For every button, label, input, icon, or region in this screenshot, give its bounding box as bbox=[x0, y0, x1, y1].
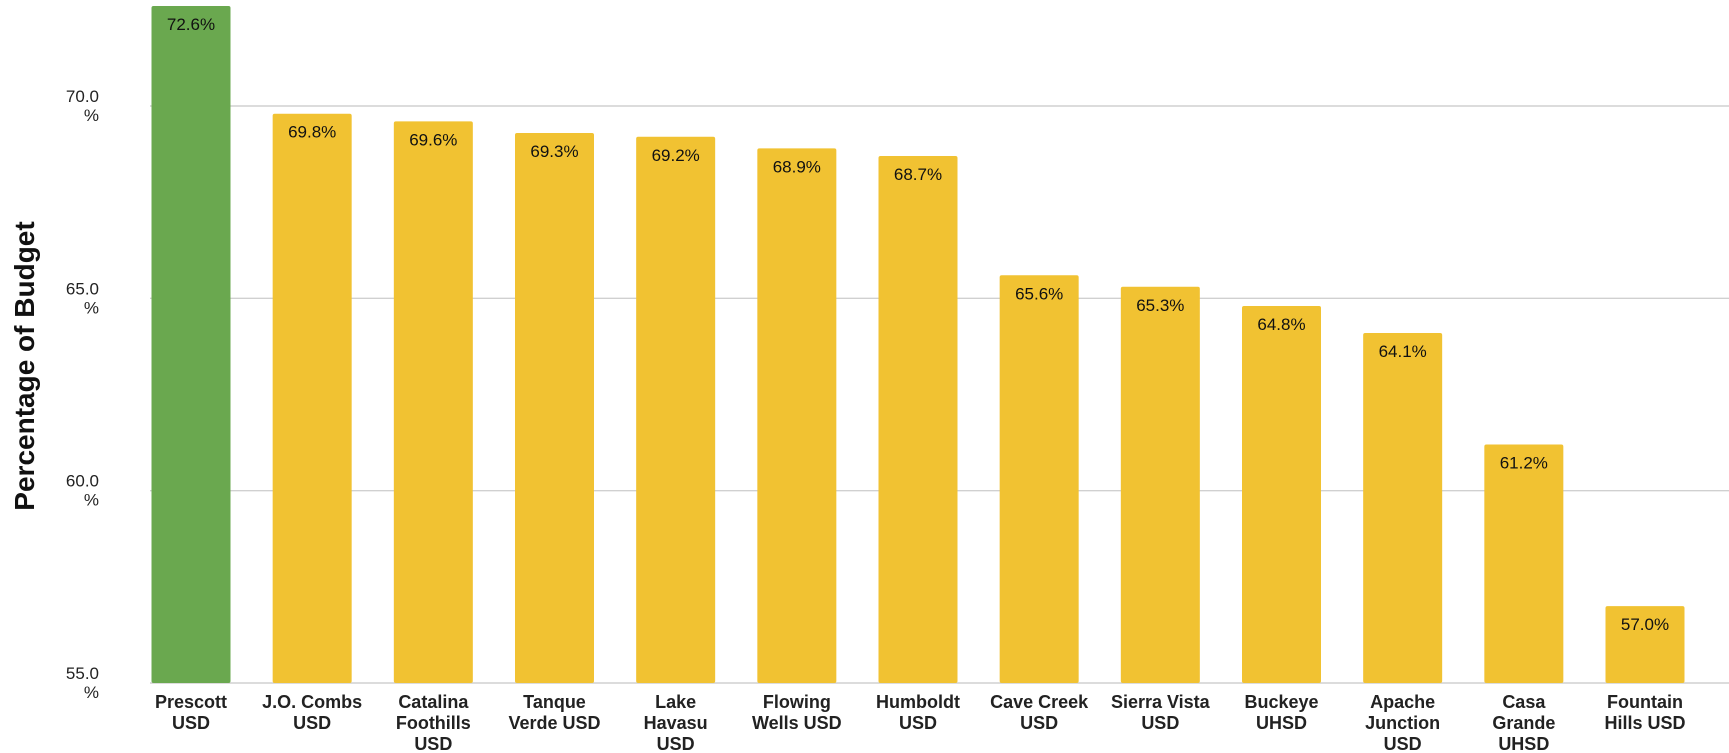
bar bbox=[393, 121, 473, 684]
data-label: 68.9% bbox=[773, 157, 821, 176]
category-label: Flowing Wells USD bbox=[752, 692, 842, 733]
data-label: 68.7% bbox=[894, 165, 942, 184]
category-label: J.O. Combs USD bbox=[262, 692, 362, 733]
bar bbox=[1605, 606, 1685, 683]
y-tick-label: 70.0% bbox=[66, 87, 99, 125]
category-label: Sierra Vista USD bbox=[1111, 692, 1211, 733]
data-labels: 72.6% 69.8% 69.6% 69.3% 69.2% 68.9% 68.7% 65.6%… bbox=[167, 15, 1669, 634]
data-label: 65.6% bbox=[1015, 284, 1063, 303]
bar bbox=[272, 113, 352, 684]
data-label: 69.3% bbox=[530, 142, 578, 161]
data-label: 69.2% bbox=[652, 146, 700, 165]
category-label: Fountain Hills USD bbox=[1604, 692, 1685, 733]
bar bbox=[636, 136, 716, 684]
bar bbox=[999, 275, 1079, 683]
category-label: Apache Junction USD bbox=[1365, 692, 1440, 753]
y-tick-label: 60.0% bbox=[66, 472, 99, 510]
y-tick-label: 65.0% bbox=[66, 279, 99, 317]
category-label: Tanque Verde USD bbox=[508, 692, 600, 733]
data-label: 61.2% bbox=[1500, 454, 1548, 473]
category-label: Lake Havasu USD bbox=[644, 692, 708, 753]
bar bbox=[515, 132, 594, 683]
bar bbox=[151, 6, 231, 683]
category-label: Casa Grande UHSD bbox=[1492, 692, 1555, 753]
data-label: 69.8% bbox=[288, 123, 336, 142]
category-label: Humboldt USD bbox=[876, 692, 960, 733]
bar bbox=[1484, 444, 1564, 683]
category-label: Cave Creek USD bbox=[990, 692, 1089, 733]
data-label: 57.0% bbox=[1621, 615, 1669, 634]
data-label: 64.8% bbox=[1257, 315, 1305, 334]
bar bbox=[1120, 286, 1200, 683]
data-label: 72.6% bbox=[167, 15, 215, 34]
category-label: Catalina Foothills USD bbox=[396, 692, 471, 753]
data-label: 69.6% bbox=[409, 130, 457, 149]
data-label: 65.3% bbox=[1136, 296, 1184, 315]
category-label: Prescott USD bbox=[155, 692, 227, 733]
y-tick-labels: 55.0 % 60.0 % 65.0 % 70.0% bbox=[66, 87, 99, 702]
bar bbox=[878, 156, 958, 684]
bar bbox=[1242, 306, 1321, 683]
bar bbox=[757, 148, 837, 684]
data-label: 64.1% bbox=[1379, 342, 1427, 361]
bars bbox=[151, 6, 1685, 684]
bar bbox=[1363, 332, 1443, 683]
category-labels: Prescott USD J.O. Combs USD Catalina Foothill… bbox=[155, 692, 1686, 753]
y-tick-label: 55.0% bbox=[66, 664, 99, 702]
category-label: Buckeye UHSD bbox=[1244, 692, 1318, 733]
y-axis-title: Percentage of Budget bbox=[9, 221, 40, 510]
